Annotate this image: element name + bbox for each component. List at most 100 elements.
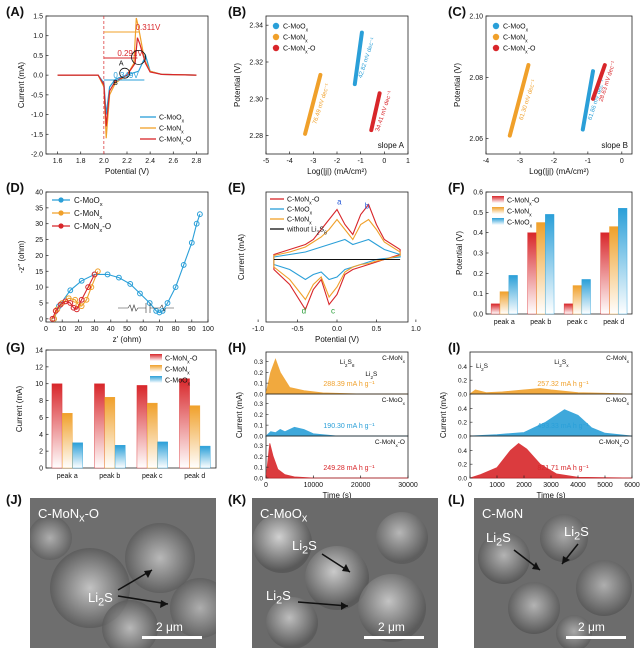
chart-h-label-li2s: Li2S: [365, 371, 378, 380]
sem-k-title-sub: x: [301, 512, 308, 525]
chart-d-point: [137, 290, 143, 297]
chart-g-bar-3-2: [199, 445, 211, 469]
sem-l-title: C-MoN: [482, 506, 524, 521]
chart-A-xlabel: Potential (V): [105, 167, 149, 176]
sem-j-title-suffix: -O: [84, 506, 100, 521]
chart-a-annotation-0: 0.311V: [136, 23, 161, 32]
chart-d-point: [70, 304, 77, 311]
chart-g-ytick-label: 0: [39, 466, 43, 473]
chart-d-point: [59, 300, 66, 306]
chart-C-xtick-label: 0: [620, 158, 624, 165]
chart-g-bar-3-1: [189, 405, 201, 469]
chart-d-legend-dot-1: [58, 210, 64, 216]
chart-h-ytick-label: 0.3: [254, 401, 263, 408]
chart-d-point: [56, 303, 62, 310]
sem-j-arrow-label-suffix: S: [104, 590, 113, 605]
chart-i-ytick-label: 0.4: [458, 364, 467, 371]
chart-D-ytick-label: 0: [39, 316, 43, 323]
chart-h-ytick-label: 0.0: [254, 476, 263, 483]
chart-i-xlabel: Time (s): [536, 491, 565, 500]
chart-f-category-label-3: peak d: [603, 319, 624, 326]
chart-A-ytick-label: 0.0: [33, 73, 43, 80]
sem-texture-k: [252, 498, 438, 648]
chart-g-legend-swatch-2: [150, 376, 162, 383]
chart-B-xlabel: Log(|j|) (mA/cm²): [307, 167, 367, 176]
chart-h-ytick-label: 0.0: [254, 434, 263, 441]
chart-i-ytick-label: 0.2: [458, 378, 467, 385]
chart-b-legend-dot-2: [272, 44, 280, 52]
panel-label-e: (E): [228, 180, 246, 195]
chart-e-annotation-1: b: [365, 202, 370, 211]
chart-h-series-label-2: C-MoNx-O: [375, 439, 405, 448]
chart-d-legend-dot-0: [58, 197, 64, 203]
chart-f-bar-3-0: [600, 232, 610, 315]
chart-d-point: [146, 300, 153, 306]
chart-f-bar-2-2: [581, 279, 591, 315]
chart-c-legend-label-1: C-MoNx: [503, 35, 528, 45]
chart-d-point: [73, 306, 80, 313]
chart-D-xtick-label: 80: [172, 326, 180, 333]
panel-label-l: (L): [448, 492, 465, 507]
chart-h-ytick-label: 0.2: [254, 370, 263, 377]
sem-j-arrow-label: Li: [88, 590, 99, 605]
chart-A-ytick-label: 1.0: [33, 33, 43, 40]
chart-d-point: [193, 220, 200, 227]
chart-i-series-1: [469, 409, 633, 437]
chart-A-ytick-label: -0.5: [31, 92, 43, 99]
sem-j-title-sub: x: [79, 512, 85, 525]
chart-d-point: [188, 239, 195, 246]
chart-a-series-0: [57, 53, 197, 115]
sem-k-scale: 2 μm: [378, 620, 405, 634]
chart-c-legend-label-0: C-MoOx: [503, 24, 529, 34]
chart-g-ytick-label: 12: [35, 364, 43, 371]
chart-h-capacity-2: 249.28 mA h g⁻¹: [323, 465, 375, 472]
chart-d-point: [49, 315, 56, 322]
chart-a-legend-label-1: C-MoNx: [159, 126, 184, 136]
chart-D-xtick-label: 50: [123, 326, 131, 333]
chart-f-legend-label-1: C-MoNx: [507, 209, 532, 219]
chart-e-annotation-0: a: [337, 198, 342, 207]
chart-g-category-label-0: peak a: [57, 473, 78, 480]
chart-d-point: [67, 287, 74, 294]
chart-e-legend-label-2: C-MoNx: [287, 217, 312, 227]
chart-i-ytick-label: 0.2: [458, 420, 467, 427]
chart-C-xlabel: Log(|j|) (mA/cm²): [529, 167, 589, 176]
chart-h-capacity-0: 288.39 mA h g⁻¹: [323, 381, 375, 388]
chart-E-xlabel: Potential (V): [315, 335, 359, 344]
chart-h-series-label-1: C-MoOx: [382, 397, 406, 406]
chart-E-xtick-label: -0.5: [292, 326, 304, 333]
chart-d-circuit-diagram: [118, 303, 174, 313]
chart-E-xtick-label: 0.0: [332, 326, 342, 333]
chart-g-ylabel: Current (mA): [15, 386, 24, 433]
sem-k-arrow-label-2-sub: 2: [276, 594, 283, 607]
sem-j-scale: 2 μm: [156, 620, 183, 634]
sem-k-title: C-MoO: [260, 506, 302, 521]
chart-g-category-label-3: peak d: [184, 473, 205, 480]
chart-h-capacity-1: 190.30 mA h g⁻¹: [323, 423, 375, 430]
chart-g-ytick-label: 4: [39, 432, 43, 439]
chart-d-point: [72, 296, 79, 303]
sem-l-arrow-label-1: Li: [564, 524, 575, 539]
sem-image-l: C-MoN Li2S Li2S 2 μm: [474, 498, 634, 648]
chart-a-annotation-1: 0.291V: [117, 49, 143, 58]
chart-B-ytick-label: 2.32: [249, 60, 263, 67]
chart-D-ytick-label: 15: [35, 269, 43, 276]
sem-l-arrow-label-1-sub: 2: [574, 530, 581, 543]
chart-C-xtick-label: -3: [517, 158, 523, 165]
chart-g-bar-0-0: [51, 383, 63, 469]
chart-f-bar-1-0: [527, 232, 537, 315]
chart-d-point: [180, 262, 187, 268]
sem-l-arrows: [513, 543, 626, 639]
chart-d-legend-label-0: C-MoOx: [74, 196, 103, 208]
chart-A-ytick-label: 0.5: [33, 53, 43, 60]
chart-A-ytick-label: -1.0: [31, 112, 43, 119]
chart-b-legend-dot-0: [272, 22, 280, 30]
chart-e-annotation-2: c: [331, 307, 335, 316]
chart-h-series-2: [265, 443, 408, 479]
chart-f-legend-swatch-1: [492, 207, 504, 214]
chart-i-xtick-label: 2000: [516, 482, 532, 489]
chart-i-xtick-label: 6000: [624, 482, 640, 489]
chart-C-frame: [485, 15, 633, 155]
chart-c-legend-dot-1: [492, 33, 500, 41]
chart-d-point: [62, 298, 69, 305]
